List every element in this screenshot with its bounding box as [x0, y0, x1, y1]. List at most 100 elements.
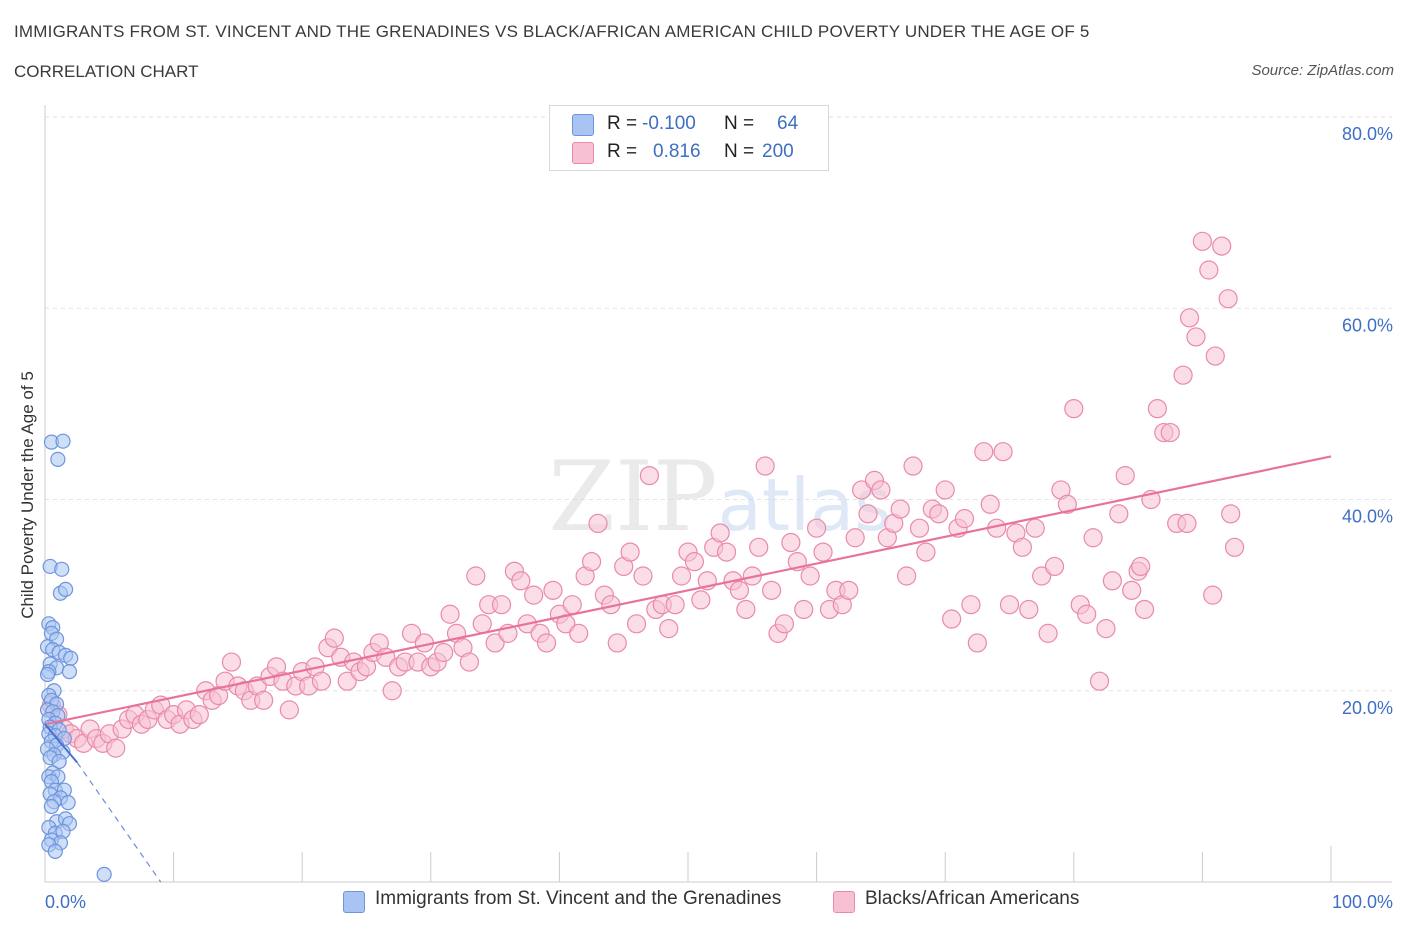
blue-point — [96, 866, 112, 882]
pink-point — [106, 738, 126, 758]
pink-point — [903, 456, 923, 476]
pink-point — [684, 552, 705, 572]
blue-point — [61, 664, 78, 680]
pink-point — [1102, 571, 1122, 591]
pink-point — [588, 513, 608, 534]
blue-point — [47, 843, 63, 860]
pink-point — [626, 614, 647, 634]
pink-point — [999, 595, 1020, 615]
pink-point — [1044, 556, 1065, 577]
pink-point — [620, 542, 640, 562]
pink-point — [1115, 465, 1135, 486]
pink-point — [1032, 566, 1052, 586]
pink-point — [954, 509, 975, 529]
pink-point — [1179, 308, 1200, 328]
pink-point — [806, 518, 827, 538]
pink-point — [382, 681, 402, 701]
pink-point — [1083, 528, 1103, 548]
y-tick-label: 40.0% — [1342, 507, 1393, 527]
pink-point — [440, 604, 460, 624]
pink-point — [1147, 399, 1167, 419]
pink-point — [524, 585, 544, 605]
pink-point — [536, 633, 557, 653]
legend-n-label: N = — [724, 141, 755, 162]
pink-point — [755, 456, 775, 476]
legend-r-label: R = — [607, 141, 638, 162]
pink-point — [1160, 422, 1180, 443]
pink-point — [813, 542, 833, 562]
pink-point — [324, 628, 344, 648]
pink-point — [1057, 494, 1077, 514]
correlation-legend: R = -0.100 N = 64 R = 0.816 N = 200 — [549, 105, 829, 171]
pink-point — [897, 566, 917, 586]
x-tick-label: 0.0% — [45, 892, 86, 912]
pink-point — [485, 633, 505, 653]
pink-point — [1173, 365, 1193, 385]
pink-point — [1134, 599, 1155, 620]
pink-point — [189, 705, 209, 725]
pink-trend-line — [44, 455, 1332, 726]
pink-point — [1025, 518, 1045, 538]
pink-point — [1038, 623, 1058, 643]
pink-point — [1122, 580, 1142, 600]
pink-point — [1131, 556, 1151, 577]
blue-point — [57, 581, 74, 597]
y-tick-label: 80.0% — [1342, 124, 1393, 144]
pink-point — [1077, 604, 1097, 624]
pink-point — [1089, 671, 1110, 691]
pink-point — [401, 623, 422, 643]
pink-point — [858, 504, 878, 524]
pink-point — [942, 609, 962, 629]
blue-point — [60, 795, 76, 811]
pink-point — [845, 528, 865, 548]
y-tick-label: 60.0% — [1342, 315, 1393, 335]
pink-point — [466, 566, 486, 586]
blue-point — [55, 433, 71, 449]
pink-point — [1224, 537, 1245, 557]
blue-trend-extension — [76, 762, 162, 883]
pink-point — [491, 595, 512, 615]
pink-point — [254, 690, 274, 710]
pink-point — [1199, 260, 1219, 280]
pink-point — [607, 633, 627, 653]
pink-point — [1205, 346, 1225, 366]
pink-point — [980, 494, 1000, 514]
pink-point — [472, 614, 492, 634]
pink-point — [1221, 504, 1241, 524]
pink-point — [1212, 236, 1232, 256]
x-tick-label: 100.0% — [1332, 892, 1393, 912]
pink-point — [890, 499, 910, 519]
blue-point — [63, 650, 79, 666]
pink-point — [543, 580, 563, 600]
legend-n-value: 64 — [777, 113, 799, 134]
y-tick-label: 20.0% — [1342, 698, 1393, 718]
pink-point — [311, 671, 332, 691]
pink-point — [1096, 618, 1116, 639]
blue-point — [43, 798, 60, 815]
pink-point — [974, 442, 994, 462]
pink-point — [434, 642, 454, 663]
chart-title: IMMIGRANTS FROM ST. VINCENT AND THE GREN… — [14, 22, 1090, 41]
legend-r-value: -0.100 — [642, 113, 696, 134]
legend-r-value: 0.816 — [653, 141, 701, 162]
pink-point — [1064, 399, 1084, 419]
pink-point — [1012, 537, 1032, 557]
pink-point — [279, 700, 299, 720]
pink-point — [729, 580, 750, 600]
pink-swatch — [572, 142, 594, 164]
pink-point — [633, 566, 653, 586]
pink-point — [749, 537, 769, 557]
chart-subtitle: CORRELATION CHART — [14, 62, 199, 81]
pink-point — [710, 523, 730, 543]
pink-point — [839, 580, 859, 600]
pink-point — [961, 595, 981, 615]
legend-n-label: N = — [724, 113, 755, 134]
pink-point — [671, 566, 692, 586]
pink-point — [781, 532, 801, 553]
pink-point — [221, 652, 242, 672]
pink-point — [929, 504, 949, 524]
pink-point — [691, 590, 711, 610]
pink-point — [852, 480, 872, 500]
blue-point — [50, 451, 66, 467]
pink-point — [935, 480, 955, 500]
